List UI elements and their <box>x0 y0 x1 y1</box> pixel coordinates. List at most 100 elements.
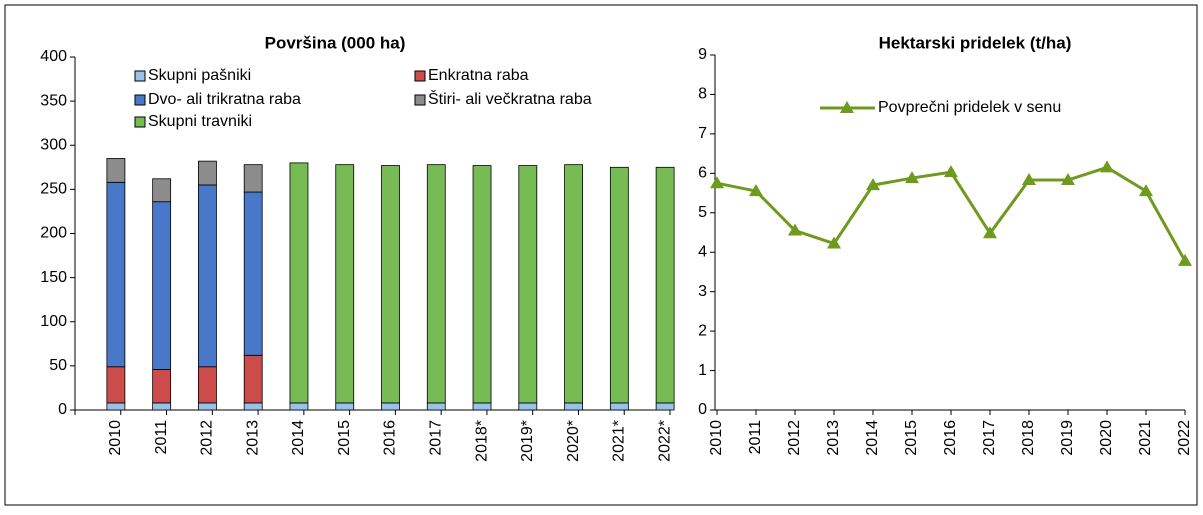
marker <box>749 184 763 197</box>
y-tick-label: 50 <box>49 357 67 374</box>
marker <box>866 178 880 191</box>
bar-segment <box>426 164 446 404</box>
x-tick-label: 2021* <box>611 420 628 462</box>
y-tick-label: 8 <box>698 86 707 103</box>
marker <box>827 236 841 249</box>
x-tick-label: 2016 <box>942 420 959 456</box>
bar-segment <box>472 165 492 404</box>
y-tick-label: 4 <box>698 243 707 260</box>
y-tick-label: 250 <box>40 181 67 198</box>
bar-segment <box>152 201 172 370</box>
marker <box>1061 173 1075 186</box>
legend-label: Enkratna raba <box>428 67 529 84</box>
legend-label: Skupni pašniki <box>148 67 251 84</box>
bar-segment <box>198 184 217 368</box>
y-tick-label: 9 <box>698 46 707 63</box>
bar-segment <box>655 402 675 411</box>
bar-segment <box>472 402 492 411</box>
y-tick-label: 3 <box>698 283 707 300</box>
x-tick-label: 2013 <box>244 420 261 456</box>
bar-segment <box>335 164 355 404</box>
bar-segment <box>609 402 629 411</box>
bar-segment <box>609 166 629 404</box>
y-tick-label: 100 <box>40 313 67 330</box>
bar-segment <box>106 181 126 368</box>
bar-segment <box>381 165 400 404</box>
x-tick-label: 2019* <box>519 420 536 462</box>
x-tick-label: 2011 <box>153 420 170 455</box>
x-tick-label: 2012 <box>786 420 803 456</box>
y-tick-label: 0 <box>58 401 67 418</box>
y-tick-label: 300 <box>40 136 67 153</box>
marker <box>1022 173 1036 186</box>
bar-segment <box>655 166 675 404</box>
x-tick-label: 2016 <box>382 420 399 456</box>
bar-segment <box>243 402 263 411</box>
bar-segment <box>426 402 446 411</box>
bar-segment <box>564 164 583 404</box>
x-tick-label: 2020 <box>1098 420 1115 456</box>
y-tick-label: 1 <box>698 362 707 379</box>
x-tick-label: 2017 <box>981 420 998 456</box>
legend-label: Povprečni pridelek v senu <box>878 99 1061 116</box>
x-tick-label: 2010 <box>708 420 725 456</box>
x-tick-label: 2013 <box>825 420 842 456</box>
legend-swatch <box>134 116 146 128</box>
x-tick-label: 2015 <box>336 420 353 456</box>
y-tick-label: 0 <box>698 401 707 418</box>
y-tick-label: 6 <box>698 165 707 182</box>
x-tick-label: 2022* <box>656 420 673 462</box>
bar-segment <box>198 402 217 411</box>
bar-segment <box>106 158 126 183</box>
marker <box>1100 160 1114 173</box>
marker <box>983 226 997 239</box>
marker <box>1178 253 1192 266</box>
y-tick-label: 350 <box>40 92 67 109</box>
bar-segment <box>198 160 217 186</box>
x-tick-label: 2014 <box>864 420 881 456</box>
legend-label: Skupni travniki <box>148 113 252 130</box>
bar-segment <box>335 402 355 411</box>
x-tick-label: 2017 <box>427 420 444 456</box>
legend-marker <box>840 101 854 113</box>
chart-title: Hektarski pridelek (t/ha) <box>879 33 1072 52</box>
line <box>716 165 1187 262</box>
frame <box>4 4 1198 506</box>
x-tick-label: 2019 <box>1059 420 1076 456</box>
legend-swatch <box>134 94 146 106</box>
bar-segment <box>243 191 263 356</box>
bar-segment <box>152 402 172 411</box>
marker <box>1139 184 1153 197</box>
bar-segment <box>106 366 126 404</box>
marker <box>710 176 724 189</box>
legend-label: Štiri- ali večkratna raba <box>428 89 592 108</box>
legend-label: Dvo- ali trikratna raba <box>148 91 301 108</box>
y-tick-label: 200 <box>40 225 67 242</box>
bar-segment <box>106 402 126 411</box>
legend-swatch <box>134 70 146 82</box>
bar-segment <box>152 369 172 404</box>
bar-segment <box>243 164 263 193</box>
marker <box>944 165 958 178</box>
bar-segment <box>289 402 309 411</box>
x-tick-label: 2010 <box>107 420 124 456</box>
y-tick-label: 150 <box>40 269 67 286</box>
marker <box>788 223 802 236</box>
y-tick-label: 400 <box>40 48 67 65</box>
bar-segment <box>198 366 217 404</box>
x-tick-label: 2014 <box>290 420 307 456</box>
y-tick-label: 2 <box>698 322 707 339</box>
bar-segment <box>289 162 309 404</box>
bar-segment <box>243 354 263 404</box>
bar-segment <box>381 402 400 411</box>
y-tick-label: 7 <box>698 125 707 142</box>
legend-swatch <box>414 94 426 106</box>
bar-segment <box>152 178 172 203</box>
legend-swatch <box>414 70 426 82</box>
x-tick-label: 2020* <box>565 420 582 462</box>
bar-segment <box>518 165 538 404</box>
bar-segment <box>564 402 583 411</box>
chart-title: Površina (000 ha) <box>265 33 406 52</box>
x-tick-label: 2022 <box>1176 420 1193 456</box>
